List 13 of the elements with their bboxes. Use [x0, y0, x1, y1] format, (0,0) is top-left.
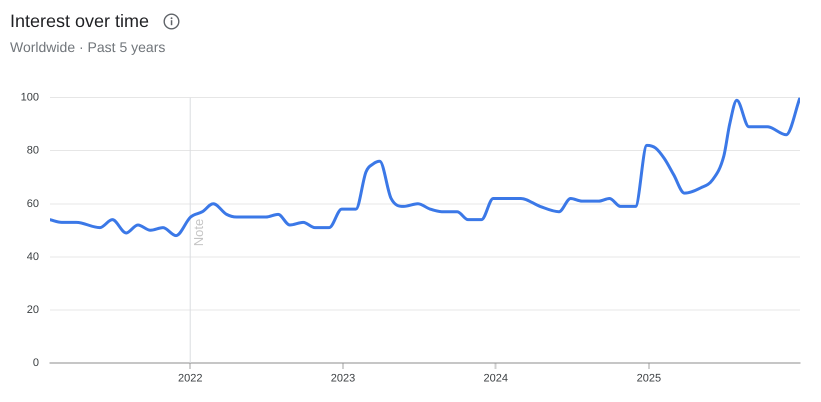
x-tick-label: 2022	[178, 372, 202, 385]
ref-line-label: Note	[190, 218, 206, 246]
y-tick-label: 80	[26, 144, 39, 157]
x-tick-label: 2025	[636, 372, 662, 385]
y-tick-label: 20	[26, 304, 39, 316]
y-tick-label: 60	[26, 198, 39, 210]
x-tick-label: 2023	[330, 372, 356, 385]
y-tick-label: 0	[32, 357, 39, 370]
x-tick-label: 2024	[483, 372, 508, 385]
chart-subtitle: Worldwide · Past 5 years	[10, 39, 166, 55]
y-tick-label: 40	[26, 250, 39, 263]
y-tick-label: 100	[20, 92, 39, 104]
chart-title: Interest over time	[10, 11, 150, 32]
